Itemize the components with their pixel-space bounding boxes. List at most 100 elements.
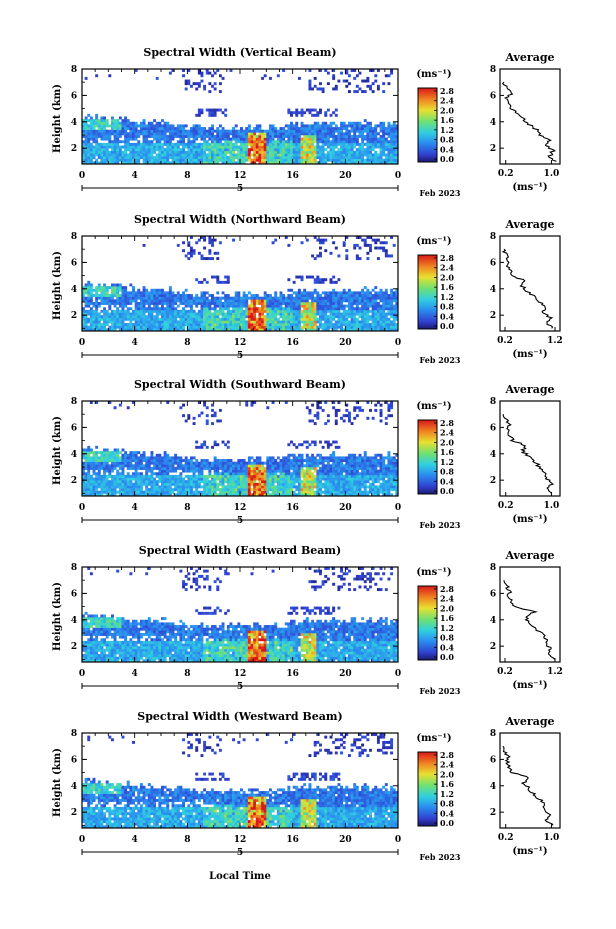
heatmap-cell — [229, 312, 233, 316]
heatmap-cell — [95, 480, 99, 484]
heatmap-cell — [110, 309, 114, 313]
heatmap-cell — [121, 294, 125, 297]
heatmap-cell — [384, 296, 388, 300]
heatmap-cell — [205, 291, 209, 295]
heatmap-cell — [84, 490, 88, 494]
heatmap-cell — [308, 309, 312, 313]
heatmap-cell — [203, 87, 207, 91]
heatmap-cell — [139, 474, 143, 478]
heatmap-cell — [218, 108, 222, 112]
heatmap-cell — [245, 461, 249, 465]
heatmap-cell — [255, 129, 259, 133]
heatmap-cell — [158, 121, 162, 125]
heatmap-cell — [253, 150, 257, 154]
heatmap-cell — [113, 493, 117, 497]
heatmap-cell — [92, 124, 96, 128]
heatmap-cell — [353, 307, 357, 311]
heatmap-cell — [89, 488, 93, 492]
heatmap-cell — [97, 129, 101, 133]
heatmap-cell — [145, 320, 149, 324]
heatmap-cell — [84, 315, 88, 319]
heatmap-cell — [121, 477, 125, 481]
heatmap-cell — [189, 148, 193, 152]
heatmap-cell — [342, 243, 346, 247]
heatmap-cell — [84, 283, 88, 287]
heatmap-cell — [145, 317, 149, 321]
heatmap-cell — [134, 456, 138, 460]
heatmap-cell — [305, 161, 309, 165]
heatmap-cell — [250, 312, 254, 316]
heatmap-cell — [358, 153, 362, 157]
heatmap-cell — [195, 82, 199, 86]
heatmap-cell — [366, 137, 370, 141]
heatmap-cell — [355, 328, 359, 332]
heatmap-cell — [303, 111, 307, 115]
heatmap-cell — [395, 291, 399, 295]
heatmap-cell — [192, 150, 196, 154]
heatmap-cell — [179, 474, 183, 478]
heatmap-cell — [92, 134, 96, 138]
heatmap-cell — [147, 301, 151, 305]
heatmap-cell — [297, 312, 301, 316]
heatmap-cell — [355, 124, 359, 128]
heatmap-cell — [295, 275, 299, 279]
heatmap-cell — [371, 90, 375, 94]
heatmap-cell — [145, 459, 149, 462]
heatmap-cell — [321, 307, 325, 311]
heatmap-cell — [216, 142, 220, 146]
heatmap-cell — [226, 280, 230, 284]
heatmap-cell — [82, 132, 85, 136]
heatmap-cell — [355, 158, 359, 162]
heatmap-cell — [395, 317, 399, 321]
heatmap-cell — [100, 456, 104, 460]
heatmap-cell — [92, 145, 96, 149]
heatmap-cell — [247, 461, 251, 465]
heatmap-cell — [158, 472, 162, 476]
heatmap-cell — [124, 288, 128, 292]
heatmap-cell — [350, 317, 354, 321]
heatmap-cell — [266, 299, 270, 303]
heatmap-cell — [205, 315, 209, 319]
heatmap-cell — [297, 161, 301, 165]
heatmap-cell — [374, 307, 378, 311]
heatmap-cell — [316, 156, 320, 160]
heatmap-cell — [218, 419, 222, 423]
heatmap-cell — [176, 474, 180, 478]
heatmap-cell — [155, 493, 159, 497]
y-tick-label: 4 — [71, 118, 77, 128]
heatmap-cell — [258, 325, 262, 329]
heatmap-cell — [384, 145, 388, 149]
heatmap-cell — [142, 156, 146, 160]
heatmap-cell — [353, 309, 357, 313]
heatmap-cell — [192, 422, 196, 426]
heatmap-cell — [237, 150, 241, 154]
heatmap-cell — [387, 134, 391, 138]
heatmap-cell — [211, 142, 214, 146]
heatmap-cell — [147, 466, 151, 470]
heatmap-cell — [350, 161, 354, 165]
heatmap-cell — [203, 294, 207, 297]
heatmap-cell — [113, 464, 117, 468]
heatmap-cell — [184, 320, 188, 324]
heatmap-cell — [287, 325, 291, 329]
heatmap-cell — [366, 148, 370, 152]
heatmap-cell — [326, 328, 330, 332]
heatmap-cell — [211, 307, 214, 311]
heatmap-cell — [174, 469, 178, 473]
heatmap-cell — [382, 328, 386, 332]
heatmap-cell — [163, 153, 167, 157]
heatmap-cell — [184, 485, 188, 489]
heatmap-cell — [247, 315, 251, 319]
heatmap-cell — [116, 137, 120, 141]
heatmap-cell — [303, 156, 307, 160]
heatmap-cell — [361, 129, 365, 133]
heatmap-cell — [232, 488, 236, 492]
heatmap-cell — [216, 320, 220, 324]
heatmap-cell — [182, 161, 185, 165]
heatmap-cell — [155, 158, 159, 162]
heatmap-cell — [124, 490, 128, 494]
heatmap-cell — [245, 158, 249, 162]
heatmap-cell — [129, 323, 133, 327]
heatmap-cell — [145, 296, 149, 300]
heatmap-cell — [250, 401, 254, 404]
